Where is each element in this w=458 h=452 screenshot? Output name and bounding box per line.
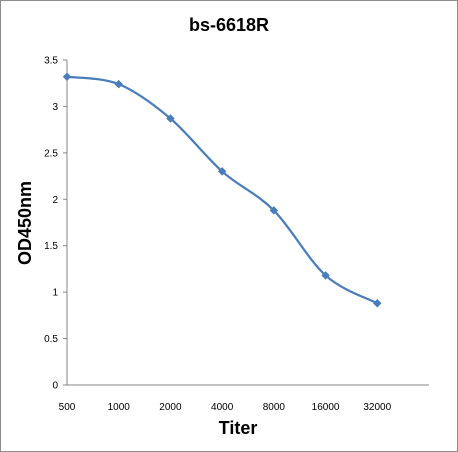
y-tick-label: 0 bbox=[52, 381, 58, 392]
data-point-marker bbox=[62, 72, 72, 82]
y-tick-label: 3 bbox=[52, 102, 58, 113]
data-point-marker bbox=[217, 167, 227, 176]
x-tick-label: 1000 bbox=[108, 402, 131, 413]
x-tick-label: 32000 bbox=[363, 402, 391, 413]
y-ticks: 0 0.5 1 1.5 2 2.5 3 3.5 bbox=[44, 56, 67, 392]
x-tick-label: 4000 bbox=[211, 402, 234, 413]
y-tick-label: 2.5 bbox=[44, 148, 58, 159]
y-axis-label: OD450nm bbox=[15, 181, 35, 265]
y-tick-label: 0.5 bbox=[44, 334, 58, 345]
data-point-marker bbox=[166, 114, 175, 123]
x-ticks: 500 1000 2000 4000 8000 16000 32000 bbox=[59, 402, 392, 413]
data-point-marker bbox=[321, 271, 330, 280]
y-tick-label: 3.5 bbox=[44, 56, 58, 67]
y-tick-label: 2 bbox=[52, 195, 58, 206]
x-axis-label: Titer bbox=[219, 418, 258, 438]
x-tick-label: 8000 bbox=[263, 402, 286, 413]
chart-title: bs-6618R bbox=[189, 15, 269, 35]
data-point-marker bbox=[269, 206, 279, 215]
data-point-marker bbox=[372, 298, 382, 308]
series-group bbox=[62, 72, 382, 308]
y-tick-label: 1 bbox=[52, 288, 58, 299]
data-point-marker bbox=[114, 79, 124, 89]
y-tick-label: 1.5 bbox=[44, 241, 58, 252]
series-line bbox=[66, 75, 378, 305]
x-tick-label: 16000 bbox=[312, 402, 340, 413]
x-tick-label: 500 bbox=[59, 402, 76, 413]
x-tick-label: 2000 bbox=[159, 402, 182, 413]
